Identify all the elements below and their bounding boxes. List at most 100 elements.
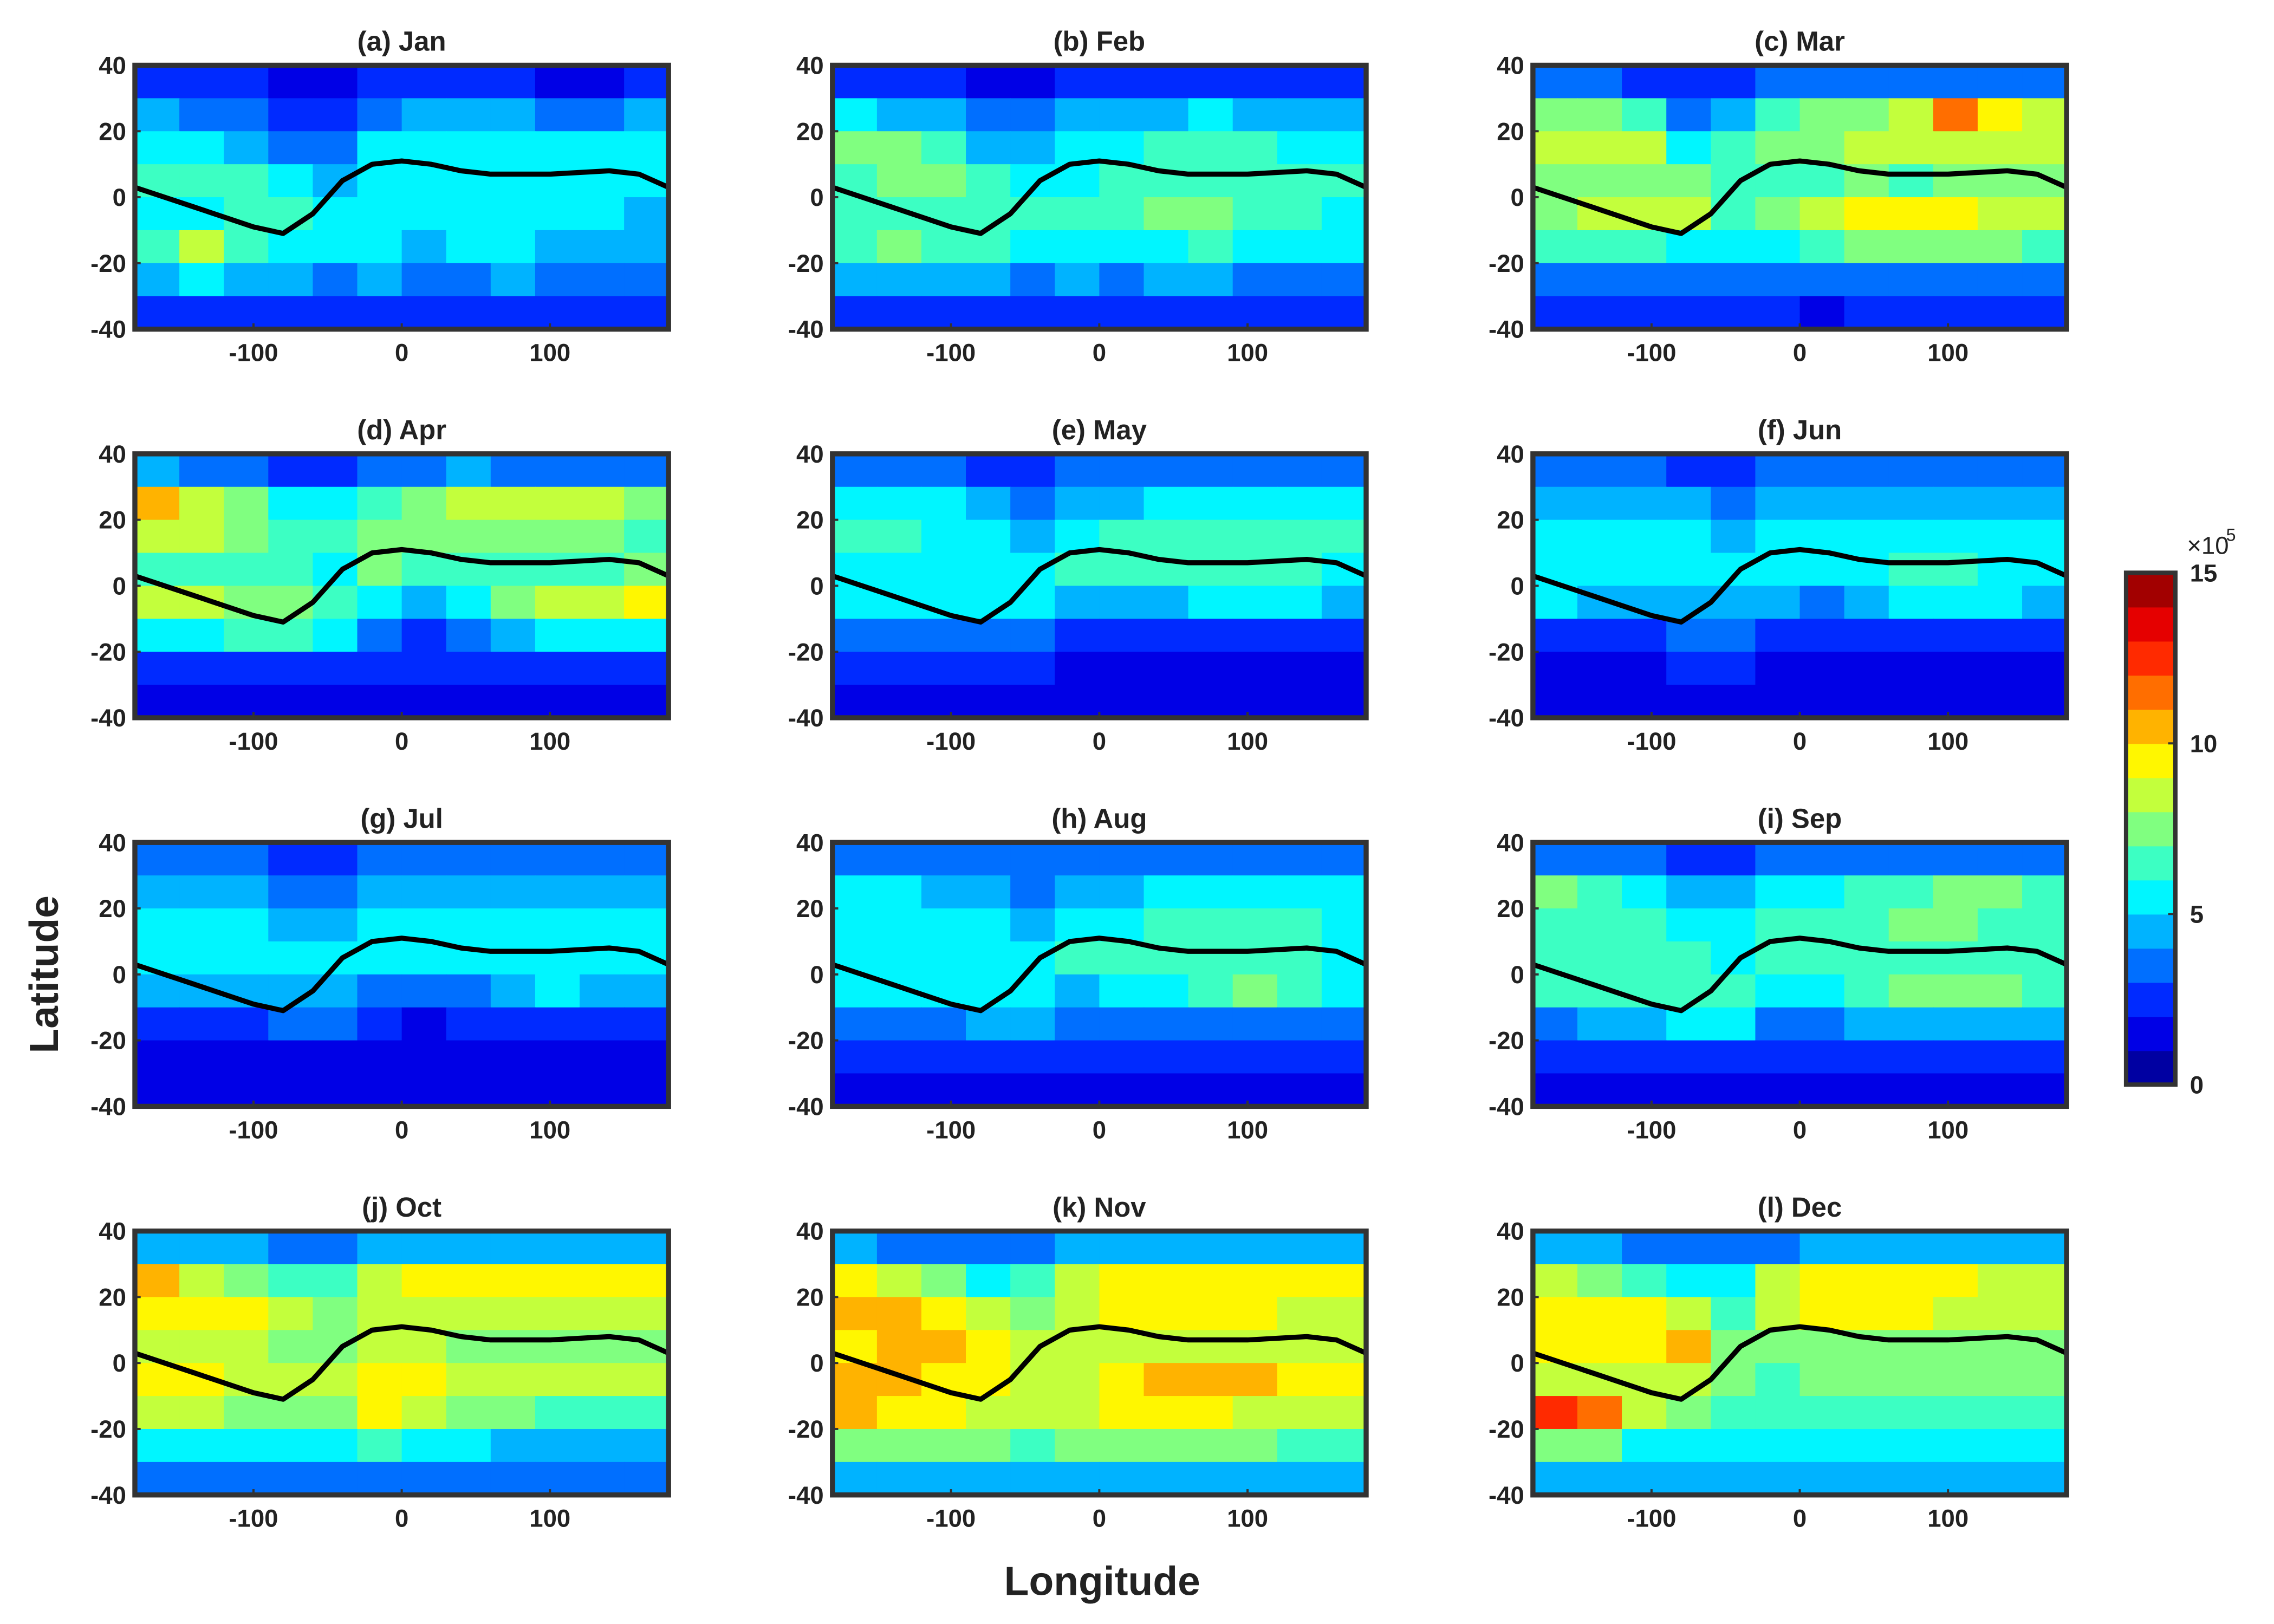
heat-cell <box>921 652 966 685</box>
heat-cell <box>268 685 314 718</box>
heat-cell <box>624 131 670 165</box>
y-tick-label: 40 <box>1497 52 1524 80</box>
heat-cell <box>134 230 180 264</box>
heat-cell <box>224 263 269 297</box>
heat-cell <box>535 65 580 99</box>
heat-cell <box>1232 1363 1278 1396</box>
heat-cell <box>1188 974 1233 1008</box>
heat-cell <box>1577 296 1622 330</box>
x-tick-label: -100 <box>229 727 278 755</box>
heat-cell <box>1933 1428 1978 1463</box>
heat-cell <box>1933 1396 1978 1430</box>
heat-cell <box>1933 98 1978 132</box>
heat-cell <box>1888 1231 1934 1265</box>
heat-cell <box>1622 941 1667 975</box>
heat-cell <box>1844 875 1889 909</box>
heat-cell <box>1666 1073 1712 1107</box>
heat-cell <box>1321 619 1367 653</box>
heat-cell <box>224 98 269 132</box>
heat-cell <box>1977 1396 2023 1430</box>
heat-cell <box>179 1461 224 1496</box>
heat-cell <box>2022 1297 2067 1331</box>
heat-cell <box>179 652 224 685</box>
heat-cell <box>224 1264 269 1298</box>
heat-cell <box>1622 1040 1667 1074</box>
heat-cell <box>1532 619 1578 653</box>
heat-cell <box>2022 553 2067 587</box>
heat-cell <box>1232 164 1278 198</box>
equator-line <box>831 547 1367 625</box>
heat-cell <box>1977 619 2023 653</box>
heat-cell <box>1977 842 2023 876</box>
heat-cell <box>1321 98 1367 132</box>
heat-cell <box>1055 1363 1100 1396</box>
panel: (a) Jan -100 0 100 -40 -20 0 20 40 <box>90 26 671 367</box>
heat-cell <box>1188 263 1233 297</box>
heat-cell <box>2022 1073 2067 1107</box>
heat-cell <box>535 1330 580 1363</box>
heat-cell <box>535 1363 580 1396</box>
heat-cell <box>1321 486 1367 521</box>
heat-cell <box>966 875 1011 909</box>
heat-cell <box>1888 908 1934 942</box>
heat-cell <box>535 1040 580 1074</box>
heat-cell <box>1666 875 1712 909</box>
heat-cell <box>1532 1073 1578 1107</box>
heat-cell <box>1099 486 1145 521</box>
y-tick-label: -20 <box>1489 638 1524 666</box>
heat-cell <box>1888 1040 1934 1074</box>
heat-cell <box>224 486 269 521</box>
heat-cell <box>1799 296 1845 330</box>
heat-cell <box>1755 1428 1801 1463</box>
heat-cell <box>1622 65 1667 99</box>
heat-cell <box>134 1264 180 1298</box>
heat-cell <box>357 1073 402 1107</box>
heat-cell <box>1321 1330 1367 1363</box>
heat-cell <box>624 875 670 909</box>
heat-cell <box>134 842 180 876</box>
heat-cell <box>490 1231 536 1265</box>
heat-cell <box>1977 1073 2023 1107</box>
heat-cell <box>1321 1264 1367 1298</box>
heat-cell <box>446 908 491 942</box>
heat-cell <box>580 1040 625 1074</box>
heat-cell <box>1622 486 1667 521</box>
heat-cell <box>1010 1231 1056 1265</box>
heat-cell <box>401 197 447 231</box>
heat-cell <box>876 1073 922 1107</box>
heat-cell <box>1232 131 1278 165</box>
heat-cell <box>490 553 536 587</box>
heat-cell <box>1622 875 1667 909</box>
heat-cell <box>1977 1428 2023 1463</box>
heat-cell <box>446 1461 491 1496</box>
heat-cell <box>1010 652 1056 685</box>
heat-cell <box>876 619 922 653</box>
heat-cell <box>535 486 580 521</box>
panel-title: (i) Sep <box>1758 803 1842 834</box>
heat-cell <box>1532 875 1578 909</box>
heat-cell <box>179 1231 224 1265</box>
heat-cell <box>1888 1330 1934 1363</box>
heat-cell <box>1666 197 1712 231</box>
heat-cell <box>1888 553 1934 587</box>
heat-cell <box>1977 908 2023 942</box>
heat-cell <box>1799 875 1845 909</box>
heat-cell <box>1099 875 1145 909</box>
heat-cell <box>1321 941 1367 975</box>
heat-cell <box>490 197 536 231</box>
heat-cell <box>1577 1330 1622 1363</box>
heat-cell <box>313 263 358 297</box>
heat-cell <box>224 619 269 653</box>
heat-cell <box>1532 519 1578 554</box>
heat-cell <box>921 1007 966 1041</box>
heat-cell <box>357 65 402 99</box>
heat-cell <box>1144 486 1189 521</box>
heat-cell <box>1666 453 1712 488</box>
heat-cell <box>1933 519 1978 554</box>
heat-cell <box>1232 908 1278 942</box>
heat-cell <box>1188 453 1233 488</box>
heat-cell <box>313 974 358 1008</box>
heat-cell <box>535 685 580 718</box>
heat-cell <box>1232 1396 1278 1430</box>
y-tick-label: -40 <box>788 316 824 343</box>
